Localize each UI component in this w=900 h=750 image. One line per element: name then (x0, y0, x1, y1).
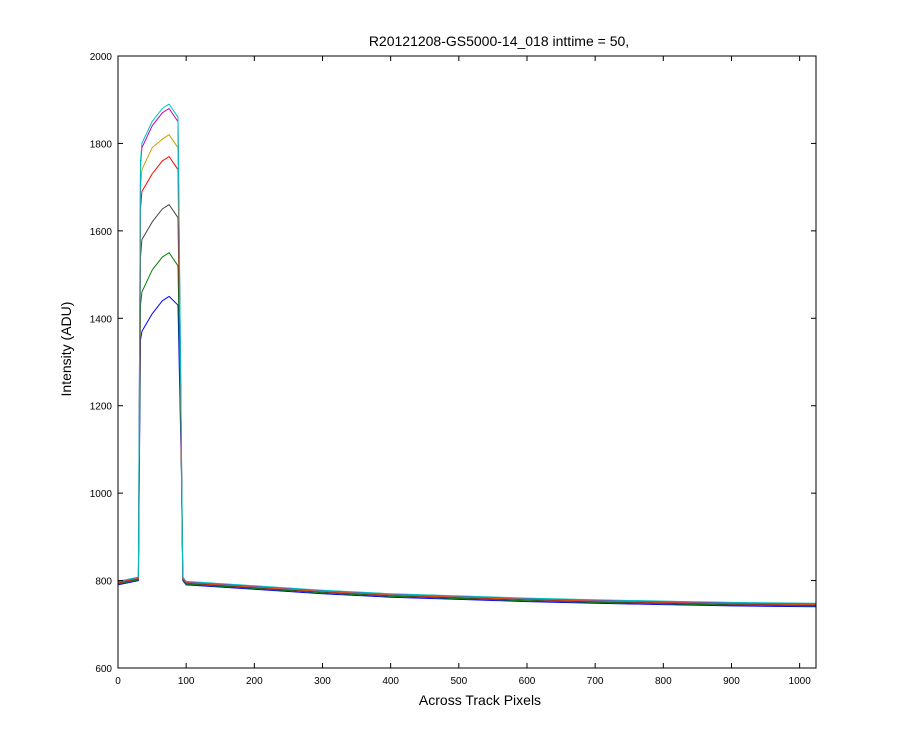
x-tick-label: 500 (450, 676, 467, 687)
x-tick-label: 0 (115, 676, 121, 687)
x-tick-label: 1000 (789, 676, 812, 687)
x-tick-label: 900 (723, 676, 740, 687)
x-tick-label: 700 (587, 676, 604, 687)
series-line-3 (117, 204, 817, 606)
y-tick-label: 1800 (90, 139, 113, 150)
y-tick-label: 600 (95, 664, 112, 675)
series-line-4 (117, 156, 817, 606)
y-tick-label: 1400 (90, 314, 113, 325)
series-line-2 (117, 252, 817, 607)
y-tick-label: 2000 (90, 52, 113, 63)
series-line-5 (117, 134, 817, 605)
series-line-7 (117, 103, 817, 604)
y-tick-label: 800 (95, 577, 112, 588)
x-axis-label: Across Track Pixels (419, 692, 541, 708)
y-axis-ticks: 600 800 1000 1200 1400 1600 1800 2000 (90, 52, 816, 675)
x-axis-ticks: 0 100 200 300 400 500 600 700 800 900 1000 (115, 56, 811, 687)
plot-series-group (117, 103, 817, 608)
y-axis-label: Intensity (ADU) (58, 302, 74, 397)
x-tick-label: 300 (314, 676, 331, 687)
y-tick-label: 1200 (90, 402, 113, 413)
series-line-1 (117, 295, 817, 608)
plot-frame (117, 55, 817, 669)
chart-title: R20121208-GS5000-14_018 inttime = 50, (369, 33, 629, 49)
x-tick-label: 800 (655, 676, 672, 687)
y-tick-label: 1600 (90, 227, 113, 238)
y-tick-label: 1000 (90, 489, 113, 500)
x-tick-label: 100 (178, 676, 195, 687)
x-tick-label: 200 (246, 676, 263, 687)
x-tick-label: 600 (519, 676, 536, 687)
x-tick-label: 400 (382, 676, 399, 687)
series-line-6 (117, 108, 817, 605)
